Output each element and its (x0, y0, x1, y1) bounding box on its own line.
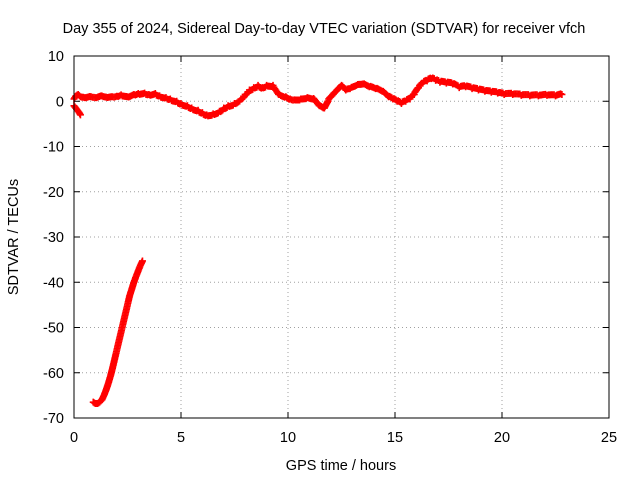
series-group (70, 102, 84, 119)
x-tick-label: 25 (601, 430, 617, 446)
series-group (70, 74, 566, 120)
x-tick-label: 5 (177, 430, 185, 446)
y-axis-label: SDTVAR / TECUs (6, 179, 22, 295)
x-tick-label: 15 (387, 430, 403, 446)
y-tick-label: -30 (43, 230, 64, 246)
data-point (138, 257, 146, 265)
grid (74, 56, 609, 418)
y-tick-label: -50 (43, 321, 64, 337)
y-tick-label: -20 (43, 185, 64, 201)
series-group (89, 257, 146, 408)
y-tick-label: -40 (43, 275, 64, 291)
axis-ticks: 0 5 10 15 20 25 -70 -60 -50 -40 -30 -20 -10 0 10 (43, 49, 617, 446)
chart-title: Day 355 of 2024, Sidereal Day-to-day VTE… (63, 21, 586, 37)
data-point (76, 111, 84, 119)
y-tick-label: 0 (56, 94, 64, 110)
data-series (70, 74, 566, 408)
data-point (558, 90, 566, 98)
y-tick-label: -10 (43, 140, 64, 156)
x-tick-label: 0 (70, 430, 78, 446)
y-tick-label: 10 (48, 49, 64, 65)
y-tick-label: -70 (43, 411, 64, 427)
x-axis-label: GPS time / hours (286, 458, 396, 474)
y-tick-label: -60 (43, 366, 64, 382)
x-tick-label: 10 (280, 430, 296, 446)
x-tick-label: 20 (494, 430, 510, 446)
